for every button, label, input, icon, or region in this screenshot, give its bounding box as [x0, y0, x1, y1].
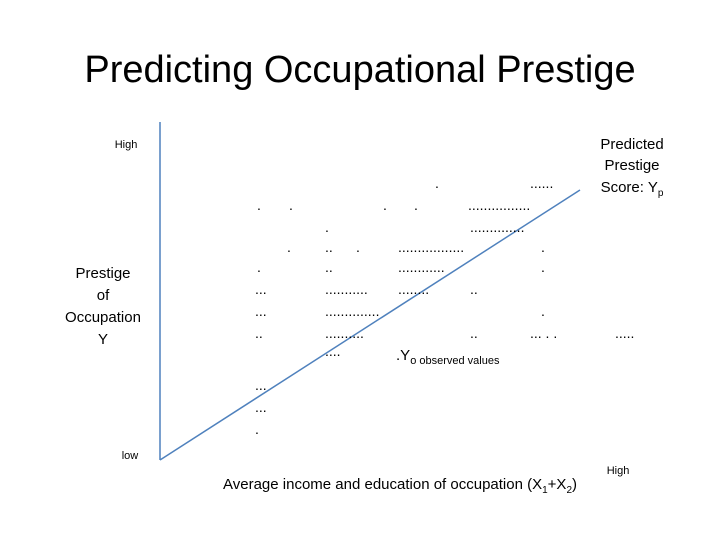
data-dots: .	[257, 197, 261, 213]
data-dots: ....	[325, 343, 341, 359]
y-axis-label: of	[97, 287, 110, 304]
data-dots: ..	[470, 281, 478, 297]
data-dots: .	[289, 197, 293, 213]
data-dots: .	[325, 219, 329, 235]
data-dots: .	[435, 175, 439, 191]
data-dots: ......	[530, 175, 553, 191]
label-part: .Y	[396, 347, 410, 364]
data-dots: .	[255, 421, 259, 437]
y-axis-label: Occupation	[65, 309, 141, 326]
data-dots: ...	[255, 377, 267, 393]
data-dots: ..............	[325, 303, 379, 319]
data-dots: .................	[398, 239, 464, 255]
slide-title: Predicting Occupational Prestige	[84, 49, 635, 91]
data-dots: ................	[468, 197, 530, 213]
data-dots: .	[414, 197, 418, 213]
predicted-label: Predicted	[600, 136, 663, 153]
data-dots: .	[383, 197, 387, 213]
data-dots: ..............	[470, 219, 524, 235]
y-axis-label: Prestige	[75, 265, 130, 282]
label-part: )	[572, 476, 577, 493]
subscript: p	[658, 188, 664, 199]
label-part: +X	[548, 476, 567, 493]
data-dots: .	[257, 259, 261, 275]
predicted-label: Score: Yp	[601, 179, 664, 199]
label-part: Average income and education of occupati…	[223, 476, 542, 493]
data-dots: .	[356, 239, 360, 255]
data-dots: ..	[470, 325, 478, 341]
label-part: Score: Y	[601, 179, 658, 196]
data-dots: .....	[615, 325, 634, 341]
predicted-label: Prestige	[604, 157, 659, 174]
subscript: 1	[542, 485, 548, 496]
data-dots: ........	[398, 281, 429, 297]
data-dots: ..	[255, 325, 263, 341]
data-dots: ............	[398, 259, 445, 275]
data-dots: .	[541, 259, 545, 275]
y-axis-label: Y	[98, 331, 108, 348]
data-dots: .	[287, 239, 291, 255]
data-dots: .	[541, 239, 545, 255]
prediction-line	[159, 189, 581, 461]
data-dots: ...........	[325, 281, 368, 297]
data-dots: .	[541, 303, 545, 319]
x-high-label: High	[607, 465, 630, 477]
observed-label: .Yo observed values	[396, 347, 500, 367]
data-dots: ...	[255, 281, 267, 297]
subscript: o	[410, 355, 416, 367]
y-low-label: low	[122, 450, 139, 462]
data-dots: ... . .	[530, 325, 557, 341]
data-dots: ...	[255, 399, 267, 415]
subscript: 2	[566, 485, 572, 496]
data-dots: ...	[255, 303, 267, 319]
y-high-label: High	[115, 139, 138, 151]
data-dots: ..	[325, 239, 333, 255]
x-axis-label: Average income and education of occupati…	[223, 476, 577, 496]
data-dots: ..	[325, 259, 333, 275]
label-part: observed values	[416, 355, 500, 367]
data-dots: ..........	[325, 325, 364, 341]
